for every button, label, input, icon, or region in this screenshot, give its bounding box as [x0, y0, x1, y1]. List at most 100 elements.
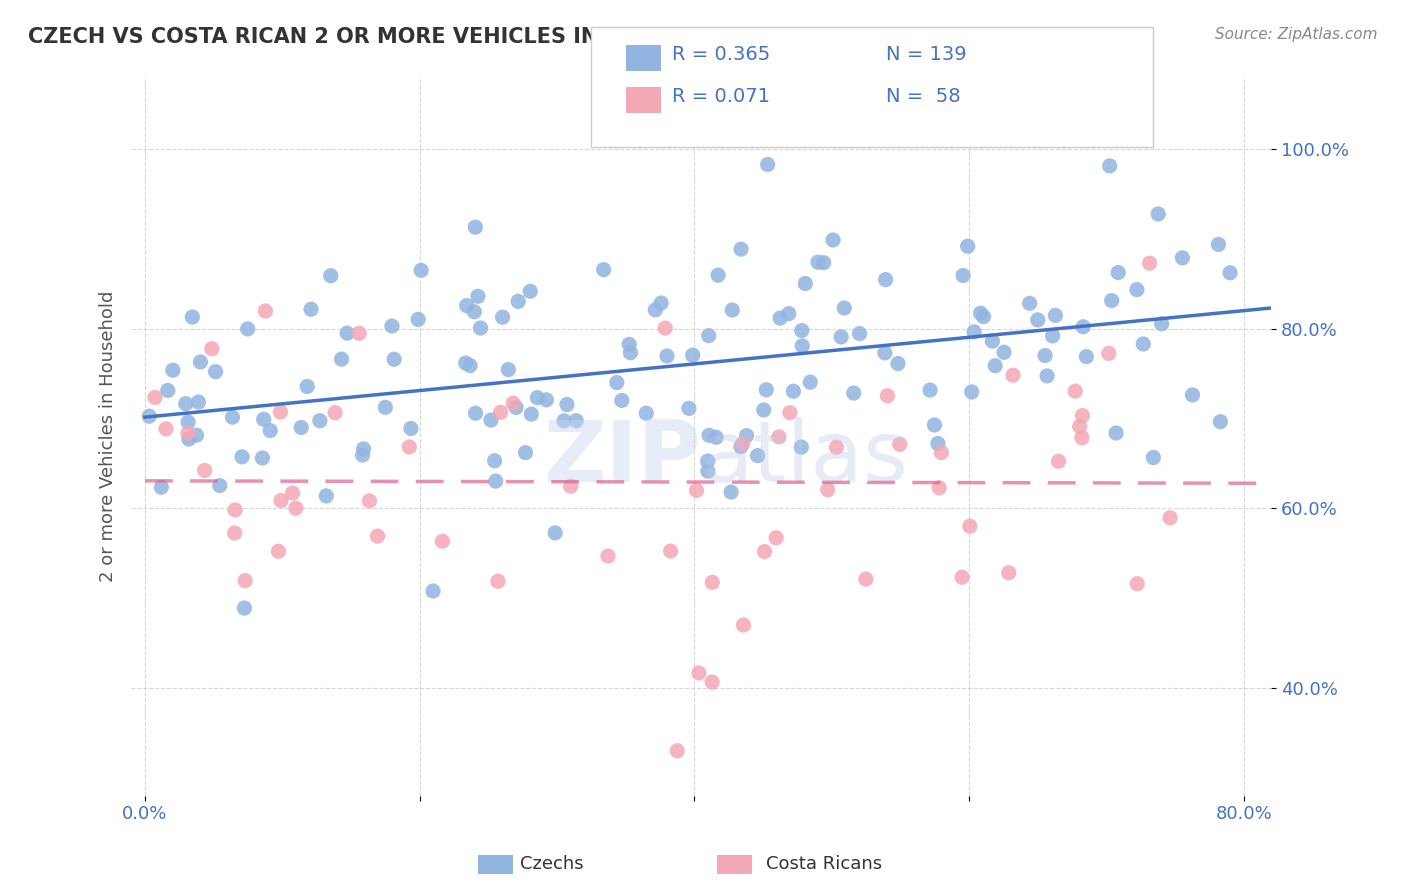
- Point: [832, 301, 855, 315]
- Point: [747, 449, 769, 463]
- Point: [177, 415, 200, 429]
- Point: [177, 432, 200, 446]
- Point: [156, 384, 179, 398]
- Point: [233, 601, 256, 615]
- Point: [479, 413, 502, 427]
- Point: [138, 409, 160, 424]
- Point: [963, 325, 986, 339]
- Point: [735, 428, 758, 442]
- Point: [359, 493, 381, 508]
- Point: [889, 437, 911, 451]
- Point: [295, 379, 318, 393]
- Point: [969, 306, 991, 320]
- Point: [374, 401, 396, 415]
- Point: [1219, 266, 1241, 280]
- Point: [406, 312, 429, 326]
- Point: [177, 426, 200, 441]
- Y-axis label: 2 or more Vehicles in Household: 2 or more Vehicles in Household: [100, 291, 117, 582]
- Point: [678, 401, 700, 416]
- Point: [931, 445, 953, 459]
- Point: [336, 326, 359, 341]
- Point: [315, 489, 337, 503]
- Point: [224, 526, 246, 541]
- Point: [596, 549, 619, 563]
- Point: [697, 328, 720, 343]
- Point: [187, 395, 209, 409]
- Point: [927, 436, 949, 450]
- Point: [918, 383, 941, 397]
- Point: [644, 302, 666, 317]
- Point: [636, 406, 658, 420]
- Point: [790, 440, 813, 454]
- Point: [1076, 350, 1098, 364]
- Point: [799, 375, 821, 389]
- Point: [1101, 293, 1123, 308]
- Point: [592, 262, 614, 277]
- Point: [484, 454, 506, 468]
- Point: [973, 310, 995, 324]
- Point: [1126, 283, 1149, 297]
- Point: [382, 352, 405, 367]
- Point: [650, 296, 672, 310]
- Point: [887, 357, 910, 371]
- Point: [1107, 266, 1129, 280]
- Point: [353, 442, 375, 456]
- Point: [155, 422, 177, 436]
- Point: [253, 412, 276, 426]
- Point: [456, 299, 478, 313]
- Point: [330, 352, 353, 367]
- Point: [993, 345, 1015, 359]
- Point: [281, 486, 304, 500]
- Point: [1147, 207, 1170, 221]
- Point: [959, 519, 981, 533]
- Point: [875, 272, 897, 286]
- Text: R = 0.071: R = 0.071: [672, 87, 770, 106]
- Point: [720, 485, 742, 500]
- Point: [491, 310, 513, 325]
- Point: [181, 310, 204, 324]
- Point: [204, 365, 226, 379]
- Point: [299, 302, 322, 317]
- Point: [411, 263, 433, 277]
- Text: CZECH VS COSTA RICAN 2 OR MORE VEHICLES IN HOUSEHOLD CORRELATION CHART: CZECH VS COSTA RICAN 2 OR MORE VEHICLES …: [28, 27, 1008, 46]
- Point: [515, 445, 537, 459]
- Point: [508, 294, 530, 309]
- Point: [1033, 349, 1056, 363]
- Point: [984, 359, 1007, 373]
- Point: [485, 474, 508, 488]
- Point: [323, 406, 346, 420]
- Point: [956, 239, 979, 253]
- Point: [520, 407, 543, 421]
- Point: [688, 665, 710, 680]
- Point: [1208, 237, 1230, 252]
- Text: Czechs: Czechs: [520, 855, 583, 873]
- Point: [1209, 415, 1232, 429]
- Point: [1159, 510, 1181, 524]
- Point: [1150, 317, 1173, 331]
- Point: [252, 450, 274, 465]
- Point: [367, 529, 389, 543]
- Point: [1036, 368, 1059, 383]
- Point: [221, 410, 243, 425]
- Text: N = 139: N = 139: [886, 45, 966, 64]
- Point: [454, 356, 477, 370]
- Point: [659, 544, 682, 558]
- Point: [807, 255, 830, 269]
- Point: [696, 454, 718, 468]
- Point: [876, 389, 898, 403]
- Point: [817, 483, 839, 497]
- Point: [696, 464, 718, 478]
- Point: [1047, 454, 1070, 468]
- Point: [174, 397, 197, 411]
- Point: [259, 424, 281, 438]
- Point: [730, 440, 752, 454]
- Point: [526, 391, 548, 405]
- Point: [702, 575, 724, 590]
- Point: [707, 268, 730, 282]
- Point: [756, 157, 779, 171]
- Point: [924, 417, 946, 432]
- Point: [666, 744, 689, 758]
- Point: [752, 403, 775, 417]
- Point: [231, 450, 253, 464]
- Point: [768, 430, 790, 444]
